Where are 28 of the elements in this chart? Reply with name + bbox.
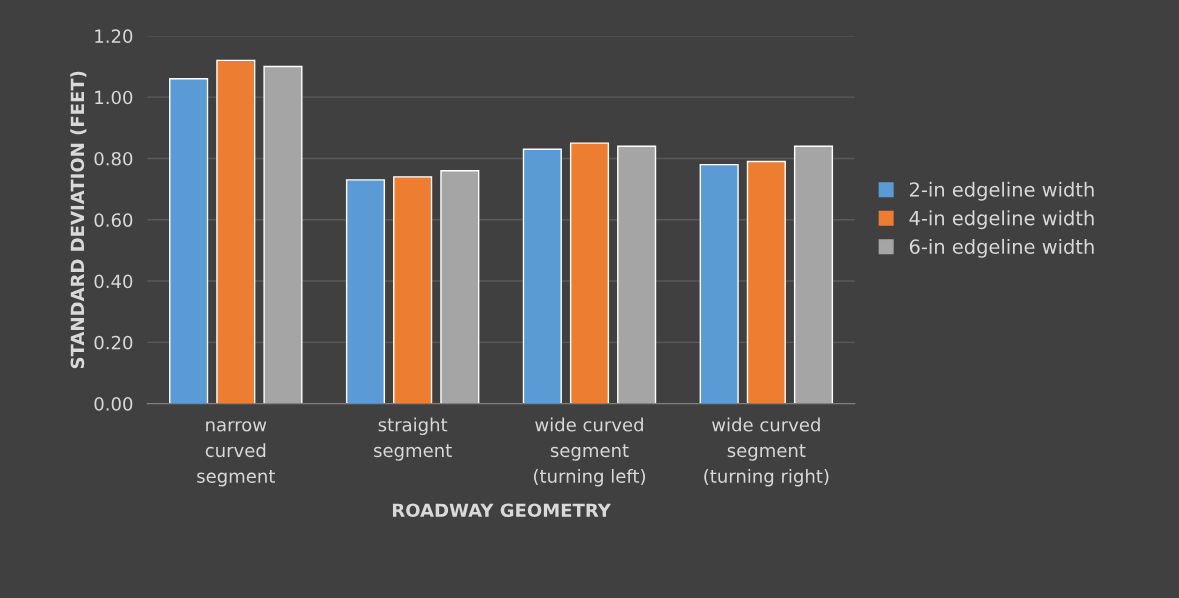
bar bbox=[345, 179, 386, 404]
bar bbox=[793, 145, 834, 404]
y-tick-label: 0.80 bbox=[94, 151, 133, 166]
y-tick-label: 1.20 bbox=[95, 29, 133, 43]
bar bbox=[522, 148, 562, 404]
legend-label: 6-in edgeline width bbox=[909, 238, 1094, 258]
legend-label: 2-in edgeline width bbox=[909, 181, 1094, 201]
bar bbox=[440, 170, 480, 404]
bar bbox=[569, 142, 610, 404]
x-axis-title: ROADWAY GEOMETRY bbox=[392, 503, 612, 518]
bar bbox=[393, 176, 433, 404]
x-tick-label: narrow curved segment bbox=[197, 421, 275, 487]
y-tick-label: 0.40 bbox=[94, 274, 133, 289]
y-tick-label: 0.00 bbox=[94, 397, 133, 411]
bar bbox=[169, 78, 209, 404]
y-tick-label: 0.60 bbox=[94, 213, 133, 227]
bar bbox=[699, 163, 739, 404]
y-axis-title: STANDARD DEVIATION (FEET) bbox=[70, 71, 87, 369]
y-tick-label: 1.00 bbox=[95, 90, 133, 105]
bar bbox=[746, 160, 786, 404]
y-tick-label: 0.20 bbox=[94, 335, 133, 350]
legend-label: 4-in edgeline width bbox=[909, 210, 1094, 230]
bar bbox=[617, 145, 657, 404]
bar bbox=[216, 59, 256, 404]
x-tick-label: straight segment bbox=[374, 417, 452, 461]
x-tick-label: wide curved segment (turning right) bbox=[704, 417, 829, 487]
x-tick-label: wide curved segment (turning left) bbox=[534, 417, 645, 487]
bar bbox=[263, 65, 303, 404]
